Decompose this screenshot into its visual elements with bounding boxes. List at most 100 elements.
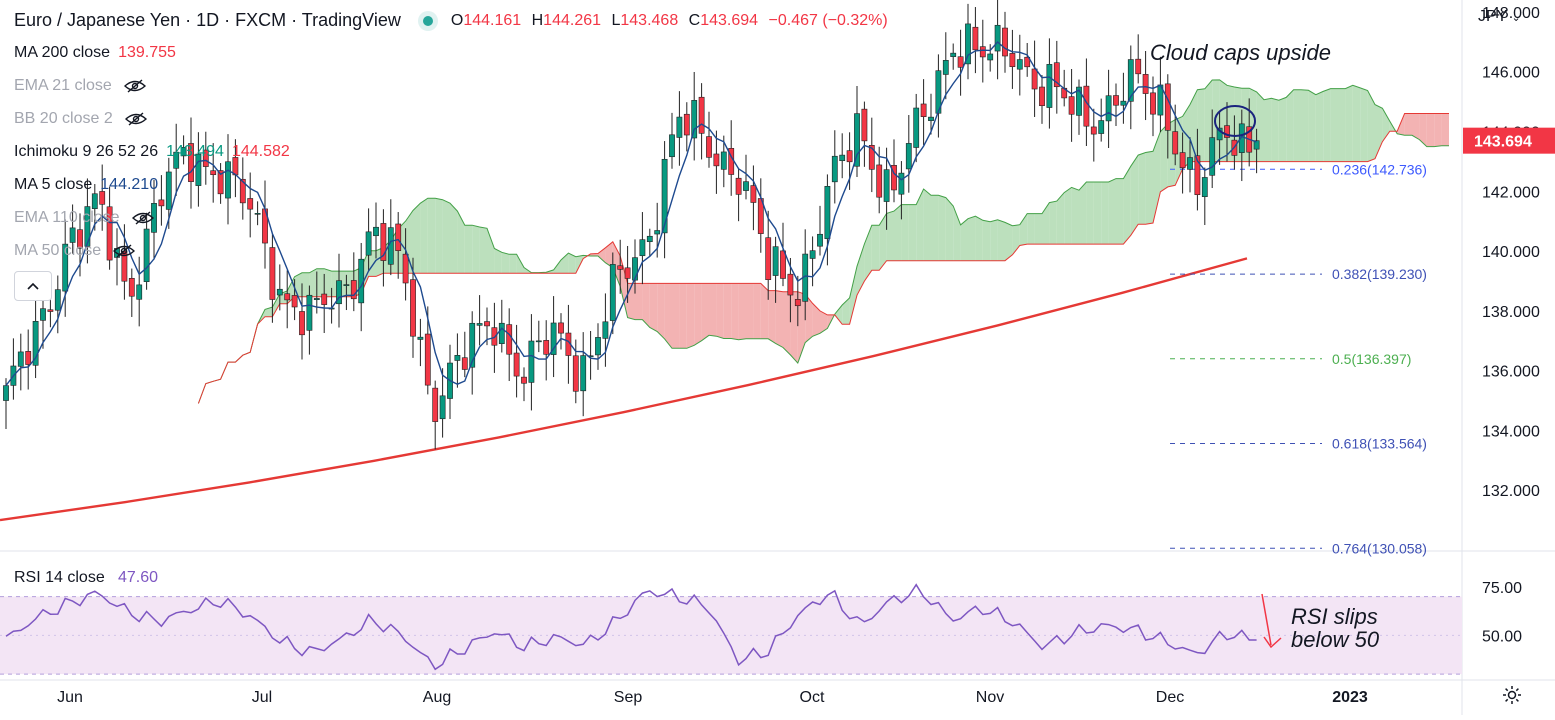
candle-body: [942, 60, 949, 75]
cloud-segment: [746, 283, 754, 339]
candle: [1179, 132, 1186, 194]
candle: [306, 285, 313, 355]
candle: [713, 130, 720, 194]
symbol-title[interactable]: Euro / Japanese Yen · 1D · FXCM · Tradin…: [14, 10, 401, 30]
candle: [609, 252, 616, 335]
chevron-down-icon: ⌄: [1511, 12, 1521, 24]
cloud-segment: [472, 225, 480, 274]
low-value: 143.468: [620, 11, 679, 29]
cloud-segment: [805, 294, 813, 343]
candle: [432, 380, 439, 450]
candle: [1127, 45, 1134, 130]
candle: [676, 91, 683, 166]
candle-body: [69, 227, 76, 243]
candle: [217, 163, 224, 204]
candle: [239, 157, 246, 220]
candle: [757, 178, 764, 253]
candle-body: [1090, 126, 1097, 135]
legend-row[interactable]: BB 20 close 2: [14, 110, 147, 128]
cloud-segment: [982, 220, 991, 261]
candle: [891, 139, 897, 203]
candle: [728, 120, 735, 196]
legend-row[interactable]: MA 200 close 139.755: [14, 44, 184, 62]
candle-body: [365, 231, 372, 256]
cloud-segment: [775, 290, 783, 348]
candle-body: [669, 134, 675, 158]
candle-body: [91, 193, 98, 210]
eye-hidden-icon[interactable]: [131, 211, 154, 225]
legend-row[interactable]: MA 5 close 144.210: [14, 176, 166, 194]
fib-label-4: 0.764(130.058): [1332, 540, 1427, 556]
cloud-segment: [686, 283, 695, 349]
collapse-legend-button[interactable]: [14, 271, 52, 301]
cloud-segment: [568, 253, 576, 274]
candle: [25, 329, 32, 390]
legend-row[interactable]: MA 50 close: [14, 242, 136, 260]
cloud-segment: [1027, 213, 1035, 245]
candle-body: [247, 198, 254, 210]
gear-icon[interactable]: [1500, 683, 1524, 707]
candle-body: [839, 154, 846, 162]
candle: [876, 146, 883, 214]
candle-body: [905, 143, 912, 170]
cloud-segment: [1005, 222, 1013, 261]
cloud-segment: [1338, 88, 1346, 162]
price-tick-label: 148.000: [1482, 5, 1540, 22]
cloud-segment: [738, 283, 746, 340]
candle: [321, 273, 328, 334]
candle-body: [158, 199, 165, 207]
ichimoku-cloud: [198, 79, 1449, 404]
candle-body: [506, 324, 513, 355]
candle: [158, 175, 165, 226]
eye-hidden-icon[interactable]: [124, 112, 147, 126]
candle: [498, 299, 505, 353]
candle: [1105, 69, 1112, 148]
legend-row[interactable]: EMA 21 close: [14, 77, 146, 95]
candle-body: [654, 230, 661, 235]
cloud-segment: [871, 225, 880, 271]
cloud-segment: [1264, 98, 1272, 162]
candle-body: [254, 213, 261, 215]
candle-body: [380, 223, 387, 261]
candle: [402, 228, 409, 301]
candle: [40, 296, 46, 349]
candle: [602, 293, 609, 367]
candle-body: [883, 169, 890, 202]
highlight-circle: [1214, 105, 1256, 137]
chevron-up-icon: [27, 282, 39, 290]
candle: [543, 320, 550, 381]
candle-body: [498, 322, 505, 344]
candle: [632, 239, 638, 294]
candle: [506, 308, 513, 382]
currency-selector[interactable]: JPY ⌄: [1478, 8, 1521, 25]
candle: [106, 186, 113, 270]
candle: [646, 228, 653, 257]
legend-row[interactable]: EMA 110 close: [14, 209, 154, 227]
rsi-arrow: [1261, 593, 1282, 649]
candle-body: [735, 177, 742, 195]
candle: [824, 174, 831, 266]
legend-row[interactable]: Ichimoku 9 26 52 26 143.494 144.582: [14, 143, 298, 161]
eye-hidden-icon[interactable]: [123, 79, 146, 93]
candle-body: [84, 206, 91, 247]
cloud-segment: [797, 291, 806, 364]
cloud-segment: [309, 268, 317, 297]
candle: [683, 102, 690, 152]
chart-header: Euro / Japanese Yen · 1D · FXCM · Tradin…: [14, 10, 894, 31]
candle: [905, 115, 912, 193]
candle: [1076, 79, 1082, 135]
cloud-segment: [1123, 166, 1131, 245]
candle-body: [691, 100, 698, 139]
cloud-segment: [931, 195, 939, 261]
candle-body: [1253, 140, 1260, 150]
candle-body: [972, 26, 979, 51]
cloud-segment: [605, 241, 613, 268]
candle-body: [25, 351, 32, 365]
eye-hidden-icon[interactable]: [113, 244, 136, 258]
candle-body: [195, 153, 202, 186]
price-tick-label: 138.000: [1482, 304, 1540, 321]
candle-body: [1120, 100, 1127, 106]
cloud-segment: [1056, 192, 1065, 245]
